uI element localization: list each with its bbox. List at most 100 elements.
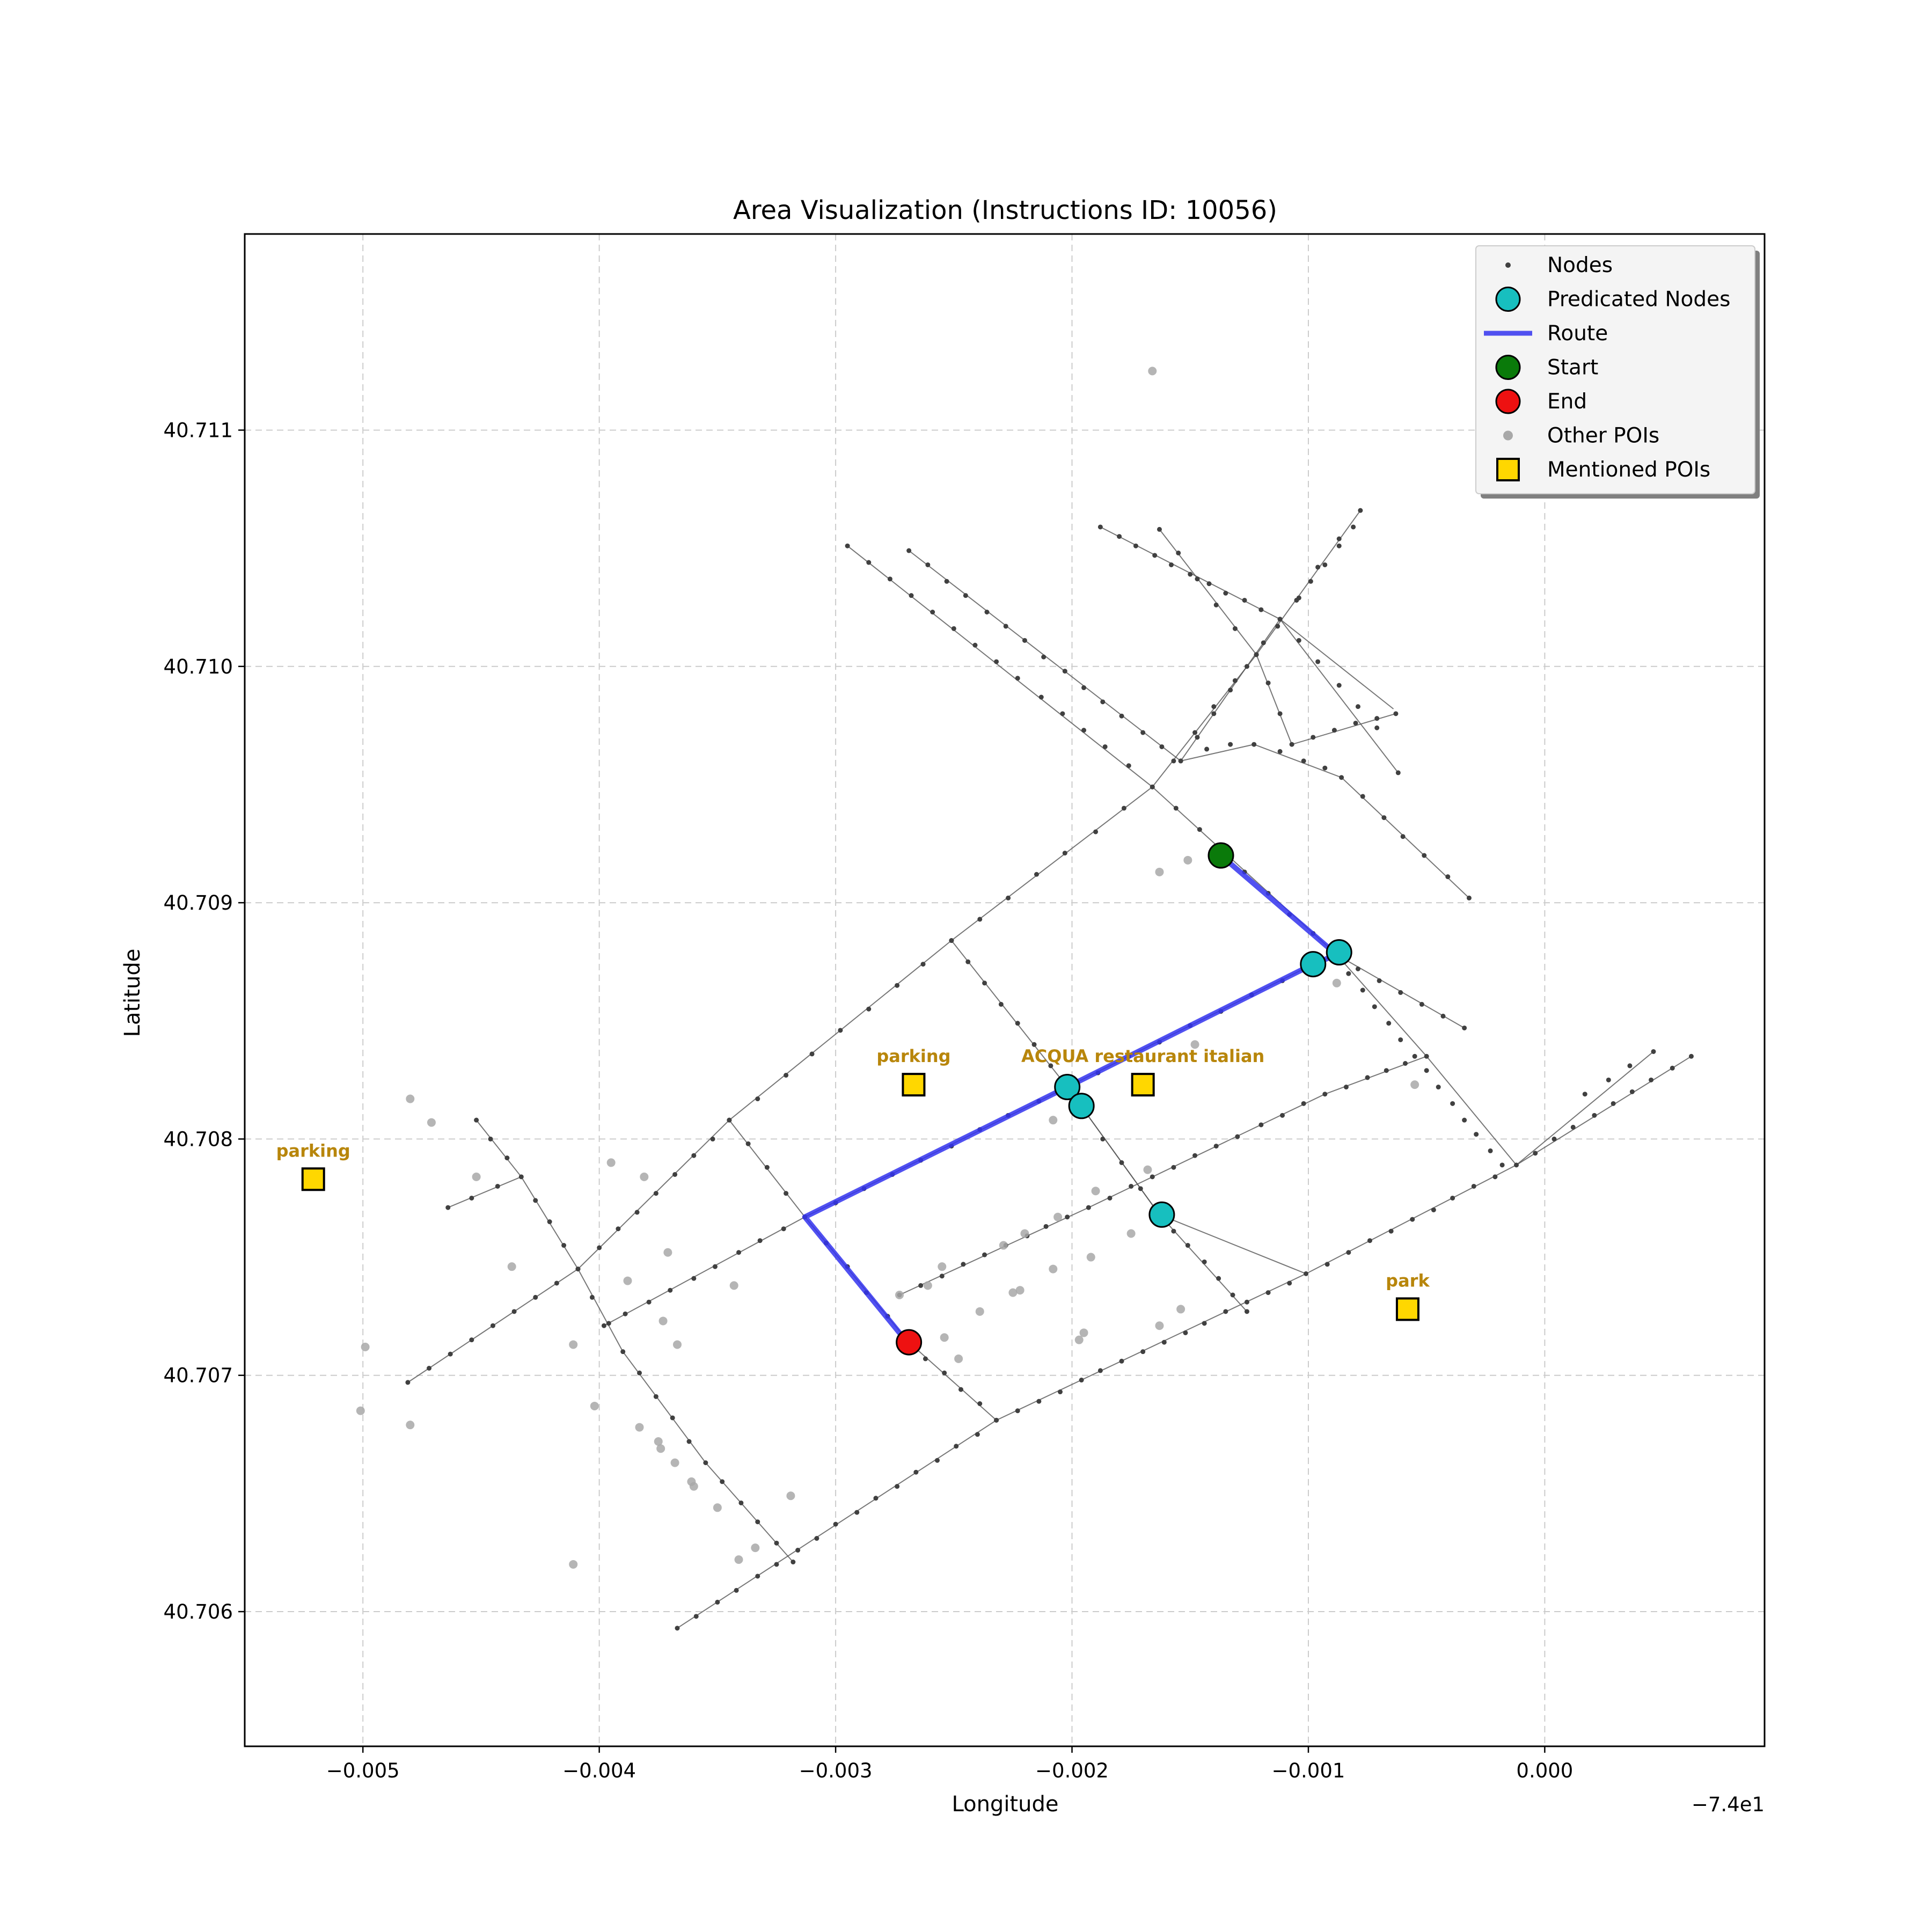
node-point <box>1336 543 1342 548</box>
node-point <box>1119 713 1124 719</box>
node-point <box>1235 1134 1240 1139</box>
node-point <box>1346 1250 1351 1255</box>
node-point <box>814 1536 819 1541</box>
x-tick-label: −0.003 <box>799 1759 873 1782</box>
node-point <box>1403 1060 1408 1066</box>
node-point <box>1315 659 1321 664</box>
node-point <box>533 1198 538 1203</box>
node-point <box>1322 765 1328 771</box>
node-point <box>1041 654 1046 660</box>
node-point <box>1022 638 1027 643</box>
node-point <box>1121 806 1126 811</box>
node-point <box>1398 990 1403 995</box>
x-tick-label: −0.002 <box>1035 1759 1109 1782</box>
node-point <box>1244 1299 1249 1305</box>
node-point <box>1150 784 1155 789</box>
mentioned-poi-label: parking <box>276 1140 350 1161</box>
node-point <box>1173 806 1179 811</box>
node-point <box>1395 770 1401 775</box>
other-poi-point <box>1155 867 1164 876</box>
node-point <box>1015 676 1020 681</box>
legend-marker-predicated <box>1495 287 1521 312</box>
node-point <box>1374 716 1380 721</box>
node-point <box>1034 872 1039 877</box>
other-poi-point <box>406 1094 415 1103</box>
legend-marker-end <box>1495 389 1521 414</box>
other-poi-point <box>1148 367 1157 376</box>
node-point <box>405 1380 411 1385</box>
node-point <box>1093 829 1099 835</box>
node-point <box>1015 1021 1020 1026</box>
node-point <box>1374 725 1380 730</box>
node-point <box>1393 711 1399 716</box>
node-point <box>1492 1174 1498 1180</box>
node-point <box>1688 1053 1694 1059</box>
node-point <box>930 610 935 614</box>
node-point <box>1265 1290 1271 1296</box>
node-point <box>727 1117 732 1123</box>
node-point <box>920 962 926 967</box>
node-point <box>672 1172 678 1177</box>
x-axis-label: Longitude <box>952 1792 1059 1817</box>
y-tick-label: 40.710 <box>164 655 233 678</box>
node-point <box>977 917 983 922</box>
node-point <box>1419 1001 1424 1007</box>
node-point <box>734 1587 739 1593</box>
node-point <box>949 938 954 943</box>
node-point <box>1117 534 1122 539</box>
node-point <box>653 1394 658 1399</box>
node-point <box>1606 1077 1611 1082</box>
other-poi-point <box>406 1421 415 1430</box>
mentioned-poi-marker <box>1131 1073 1155 1097</box>
node-point <box>1138 1186 1143 1191</box>
node-point <box>745 1141 751 1146</box>
node-point <box>1100 699 1106 705</box>
node-point <box>1232 678 1238 683</box>
node-point <box>1360 987 1365 993</box>
node-point <box>833 1521 838 1527</box>
node-point <box>925 562 931 567</box>
node-point <box>1322 1092 1328 1097</box>
node-point <box>1140 730 1146 735</box>
other-poi-point <box>654 1437 663 1446</box>
node-point <box>601 1323 606 1328</box>
street-line <box>577 1269 794 1563</box>
node-point <box>923 1356 928 1362</box>
node-point <box>1304 1271 1309 1276</box>
node-point <box>1294 597 1299 603</box>
node-point <box>703 1460 708 1466</box>
node-point <box>693 1614 699 1619</box>
node-point <box>715 1599 720 1605</box>
node-point <box>1242 597 1247 603</box>
node-point <box>939 1274 945 1279</box>
node-point <box>1436 1085 1441 1090</box>
node-point <box>784 1073 789 1078</box>
node-point <box>809 1051 815 1057</box>
other-poi-point <box>656 1444 665 1453</box>
legend-marker-other-pois <box>1503 430 1513 441</box>
other-poi-point <box>1143 1165 1152 1174</box>
street-line <box>899 1056 1427 1296</box>
other-poi-point <box>672 1340 682 1349</box>
other-poi-point <box>427 1118 436 1127</box>
node-point <box>1488 1148 1493 1153</box>
other-poi-point <box>1008 1288 1018 1297</box>
node-point <box>1081 685 1087 690</box>
node-point <box>1062 851 1067 856</box>
node-point <box>1081 728 1087 733</box>
node-point <box>691 1153 697 1158</box>
node-point <box>934 1458 940 1463</box>
node-point <box>1232 626 1238 631</box>
node-point <box>1410 1217 1415 1222</box>
legend-label: Predicated Nodes <box>1547 288 1730 312</box>
node-point <box>1015 1408 1020 1414</box>
node-point <box>913 1469 919 1475</box>
other-poi-point <box>1074 1335 1084 1344</box>
node-point <box>616 1226 621 1232</box>
other-poi-point <box>569 1560 578 1569</box>
other-poi-point <box>1190 1040 1199 1049</box>
other-poi-point <box>689 1482 698 1491</box>
node-point <box>1213 1144 1219 1149</box>
node-point <box>764 1165 770 1170</box>
node-point <box>866 560 872 565</box>
